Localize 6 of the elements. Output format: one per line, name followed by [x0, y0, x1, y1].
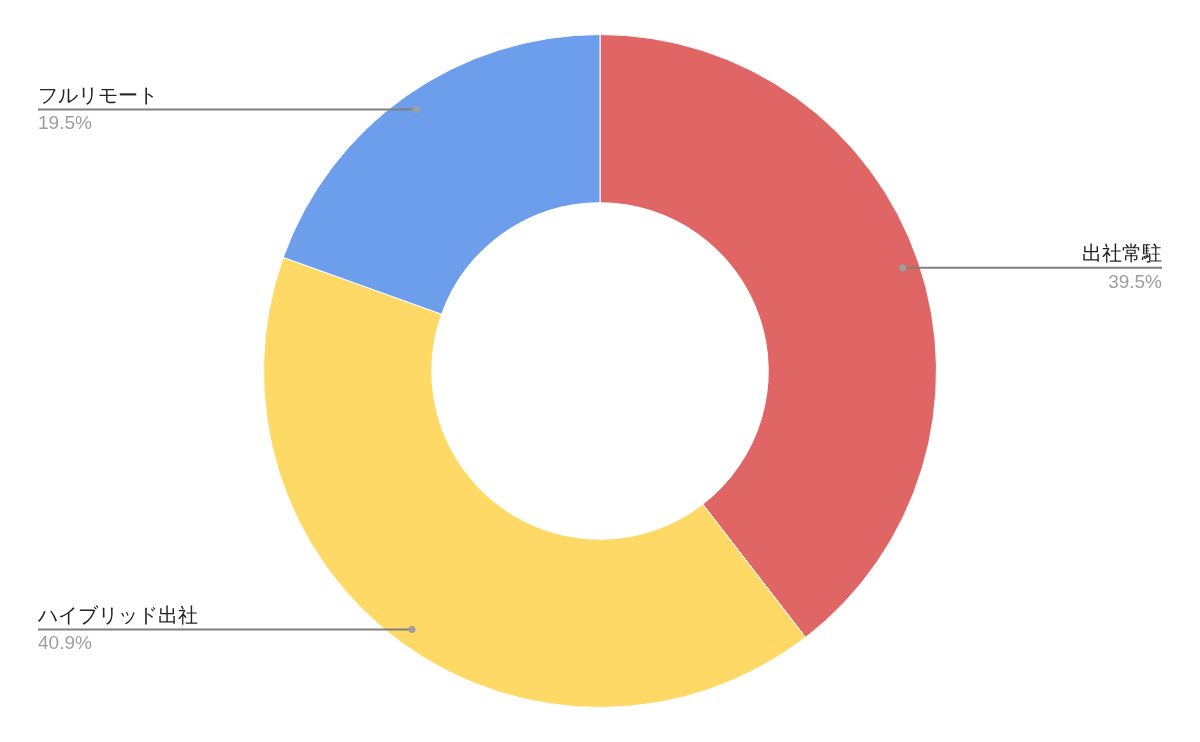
data-label: 40.9%	[38, 632, 92, 654]
slice-label: フルリモート	[38, 82, 158, 107]
data-label: 39.5%	[1108, 270, 1163, 292]
slice-label: 出社常駐	[1082, 241, 1162, 266]
slice-label: ハイブリッド出社	[37, 602, 198, 627]
data-label: 19.5%	[38, 112, 92, 134]
